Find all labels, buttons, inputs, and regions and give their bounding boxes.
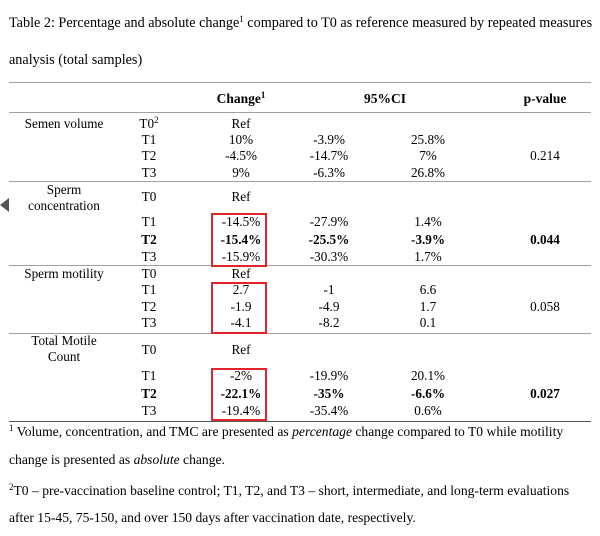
ci-lower: -35.4% xyxy=(309,403,349,418)
change-value: -14.5% xyxy=(221,214,261,229)
header-ci: 95%CI xyxy=(363,91,407,106)
change-value: 9% xyxy=(232,165,250,180)
change-value: -15.4% xyxy=(220,232,262,247)
timepoint-label: T3 xyxy=(141,249,157,264)
ci-upper: -3.9% xyxy=(410,232,446,247)
ci-lower: -27.9% xyxy=(309,214,349,229)
ci-upper: 6.6 xyxy=(419,282,437,297)
change-value: Ref xyxy=(231,266,251,281)
change-value: -4.5% xyxy=(225,148,257,163)
timepoint-label: T3 xyxy=(141,403,157,418)
group-label: Sperm concentration xyxy=(28,182,100,213)
highlight-box-tmc xyxy=(211,368,267,421)
header-rule xyxy=(9,112,591,113)
ci-lower: -14.7% xyxy=(309,148,349,163)
ci-upper: -6.6% xyxy=(410,386,446,401)
timepoint-label: T3 xyxy=(141,165,157,180)
timepoint-label: T1 xyxy=(141,368,157,383)
timepoint-label: T2 xyxy=(141,148,157,163)
timepoint-label: T1 xyxy=(141,214,157,229)
change-value: -22.1% xyxy=(220,386,262,401)
group-label: Sperm motility xyxy=(24,266,104,281)
p-value: 0.058 xyxy=(530,299,560,314)
table-caption: Table 2: Percentage and absolute change1… xyxy=(9,14,593,69)
ci-lower: -6.3% xyxy=(313,165,345,180)
change-value: 10% xyxy=(228,132,254,147)
timepoint-label: T1 xyxy=(141,132,157,147)
ci-upper: 0.1 xyxy=(419,315,437,330)
ci-lower: -19.9% xyxy=(309,368,349,383)
p-value: 0.027 xyxy=(530,386,560,401)
left-edge-marker-icon xyxy=(0,198,9,212)
p-value: 0.044 xyxy=(530,232,560,247)
footnote-1: 1 Volume, concentration, and TMC are pre… xyxy=(9,423,564,468)
timepoint-label: T2 xyxy=(141,299,157,314)
group-label: Total Motile Count xyxy=(31,333,97,364)
ci-lower: -3.9% xyxy=(313,132,345,147)
group-separator xyxy=(9,181,591,182)
timepoint-label: T1 xyxy=(141,282,157,297)
ci-lower: -25.5% xyxy=(308,232,350,247)
timepoint-label: T0 xyxy=(141,266,157,281)
ci-upper: 26.8% xyxy=(410,165,446,180)
group-label: Semen volume xyxy=(24,116,104,131)
change-value: -19.4% xyxy=(221,403,261,418)
change-value: Ref xyxy=(231,189,251,204)
timepoint-label: T02 xyxy=(139,115,159,132)
group-separator xyxy=(9,333,591,334)
ci-upper: 1.7 xyxy=(419,299,437,314)
footnote-2: 2T0 – pre-vaccination baseline control; … xyxy=(9,482,570,526)
highlight-box-motility xyxy=(211,282,267,334)
ci-upper: 1.4% xyxy=(414,214,442,229)
table-top-rule xyxy=(9,82,591,83)
timepoint-label: T2 xyxy=(141,386,157,401)
ci-upper: 25.8% xyxy=(410,132,446,147)
change-value: -2% xyxy=(230,368,252,383)
change-value: -1.9 xyxy=(230,299,252,314)
ci-lower: -35% xyxy=(313,386,345,401)
change-value: -4.1 xyxy=(230,315,252,330)
table-bottom-rule xyxy=(9,421,591,422)
change-value: -15.9% xyxy=(221,249,261,264)
change-value: Ref xyxy=(231,116,251,131)
ci-upper: 1.7% xyxy=(414,249,442,264)
p-value: 0.214 xyxy=(530,148,560,163)
timepoint-label: T0 xyxy=(141,189,157,204)
header-change: Change1 xyxy=(216,90,266,107)
change-value: Ref xyxy=(231,342,251,357)
ci-upper: 20.1% xyxy=(410,368,446,383)
ci-lower: -1 xyxy=(323,282,335,297)
highlight-box-concentration xyxy=(211,213,267,267)
ci-upper: 7% xyxy=(419,148,437,163)
ci-lower: -4.9 xyxy=(318,299,340,314)
timepoint-label: T0 xyxy=(141,342,157,357)
timepoint-label: T2 xyxy=(141,232,157,247)
change-value: 2.7 xyxy=(232,282,250,297)
ci-lower: -8.2 xyxy=(318,315,340,330)
ci-upper: 0.6% xyxy=(414,403,442,418)
header-p-value: p-value xyxy=(523,91,567,106)
group-separator xyxy=(9,265,591,266)
timepoint-label: T3 xyxy=(141,315,157,330)
ci-lower: -30.3% xyxy=(309,249,349,264)
